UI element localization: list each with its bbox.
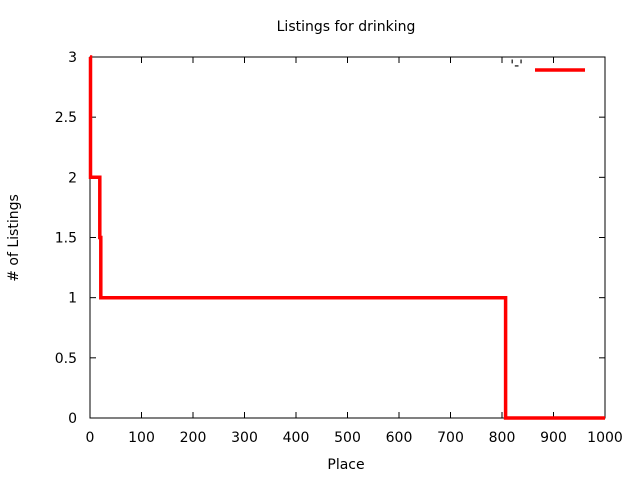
x-axis-label: Place <box>327 457 364 473</box>
series-line <box>88 55 605 420</box>
x-tick-label: 100 <box>128 430 155 446</box>
series-layer <box>88 55 605 420</box>
x-tick-label: 600 <box>386 430 413 446</box>
y-tick-label: 2.5 <box>55 110 77 126</box>
y-tick-label: 2 <box>68 170 77 186</box>
y-tick-label: 3 <box>68 50 77 66</box>
x-tick-label: 0 <box>86 430 95 446</box>
y-tick-label: 0.5 <box>55 351 77 367</box>
y-axis-label: # of Listings <box>6 194 22 282</box>
y-tick-label: 0 <box>68 411 77 427</box>
y-tick-label: 1.5 <box>55 231 77 247</box>
plot-area-border <box>89 56 606 419</box>
legend: '-' <box>510 58 585 74</box>
chart-title: Listings for drinking <box>277 19 416 35</box>
x-tick-label: 200 <box>180 430 207 446</box>
x-tick-label: 300 <box>231 430 258 446</box>
x-tick-label: 900 <box>540 430 567 446</box>
legend-label: '-' <box>510 58 523 74</box>
x-axis: 0 100 200 300 400 500 600 700 800 900 1000 <box>86 57 623 446</box>
x-tick-label: 500 <box>334 430 361 446</box>
x-tick-label: 400 <box>283 430 310 446</box>
x-tick-label: 700 <box>437 430 464 446</box>
x-tick-label: 1000 <box>587 430 623 446</box>
y-tick-label: 1 <box>68 291 77 307</box>
x-tick-label: 800 <box>489 430 516 446</box>
y-axis: 0 0.5 1 1.5 2 2.5 3 <box>55 50 605 427</box>
